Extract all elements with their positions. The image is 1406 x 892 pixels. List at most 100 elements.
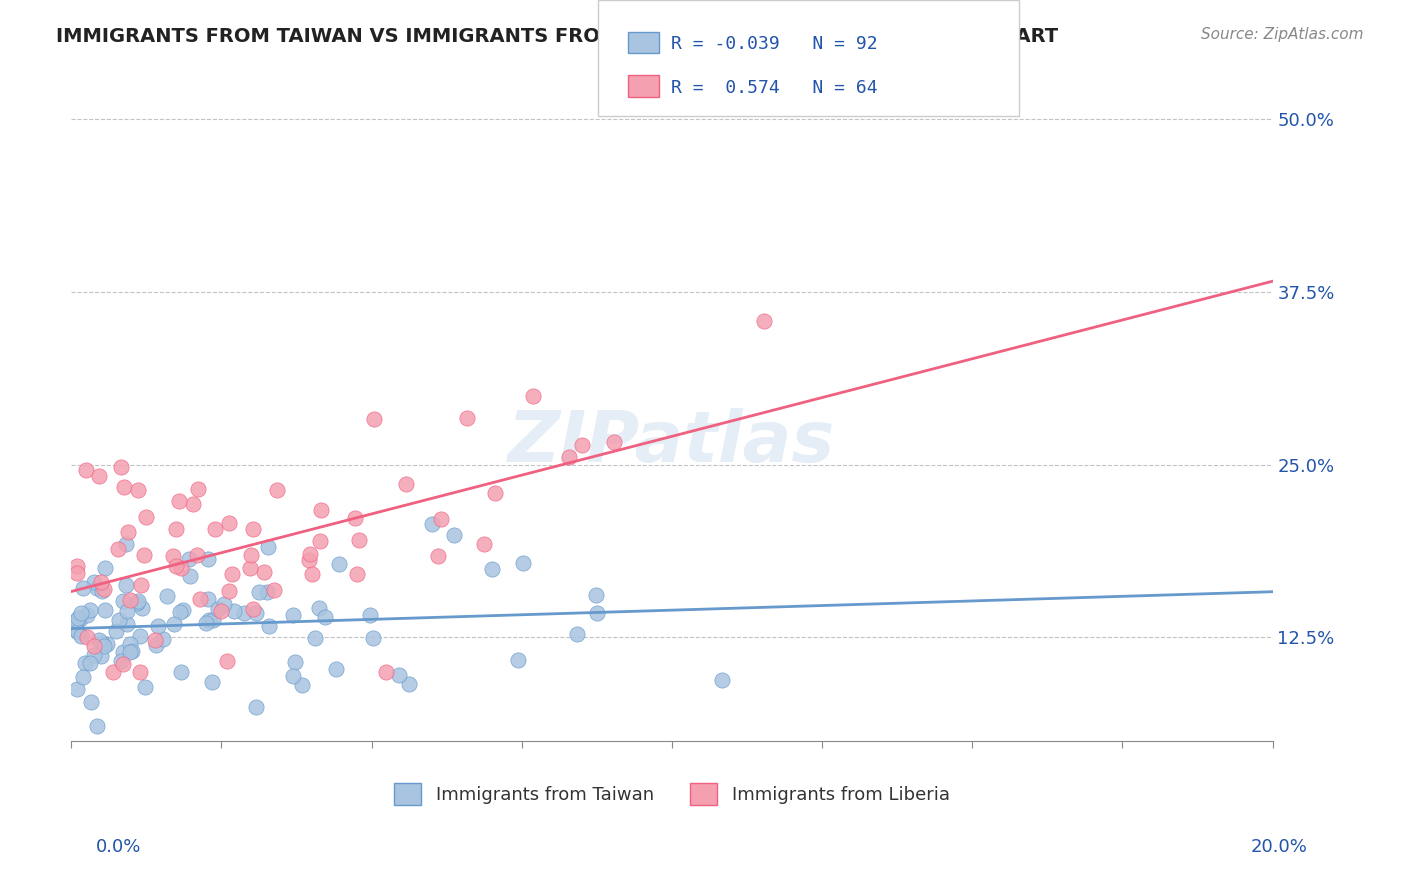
Point (325, 662, 347, 676)
Point (256, 584, 278, 599)
Point (585, 588, 607, 602)
Point (112, 480, 135, 494)
Point (242, 602, 264, 616)
Point (89, 632, 111, 647)
Point (89, 575, 111, 590)
Point (481, 561, 503, 575)
Point (120, 593, 142, 607)
Text: 20.0%: 20.0% (1251, 838, 1308, 855)
Point (70, 629, 93, 643)
Point (129, 578, 152, 592)
Point (131, 600, 153, 615)
Text: Source: ZipAtlas.com: Source: ZipAtlas.com (1201, 27, 1364, 42)
Point (112, 657, 135, 671)
Point (186, 548, 208, 562)
Point (107, 613, 129, 627)
Point (256, 540, 278, 554)
Text: R = -0.039   N = 92: R = -0.039 N = 92 (671, 36, 877, 54)
Point (162, 549, 184, 563)
Point (75, 657, 97, 671)
Point (93, 603, 115, 617)
Point (79, 656, 101, 670)
Point (195, 616, 218, 631)
Text: 0.0%: 0.0% (96, 838, 141, 855)
Point (107, 541, 129, 556)
Point (80, 695, 103, 709)
Point (114, 537, 136, 551)
Point (202, 613, 225, 627)
Point (398, 677, 420, 691)
Point (66, 566, 89, 580)
Point (169, 606, 191, 620)
Point (245, 607, 267, 621)
Point (239, 561, 262, 575)
Point (143, 633, 166, 648)
Point (266, 483, 288, 497)
Point (86, 582, 108, 596)
Point (281, 669, 304, 683)
Point (291, 678, 314, 692)
Point (474, 537, 496, 551)
Point (72, 582, 94, 596)
Legend: Immigrants from Taiwan, Immigrants from Liberia: Immigrants from Taiwan, Immigrants from … (387, 775, 956, 812)
Point (90, 648, 112, 663)
Point (69, 611, 91, 625)
Point (375, 665, 398, 679)
Point (127, 483, 149, 497)
Point (152, 632, 174, 647)
Point (752, 314, 775, 328)
Point (233, 607, 256, 621)
Point (283, 608, 305, 623)
Point (430, 512, 453, 526)
Point (197, 551, 219, 566)
Point (394, 476, 416, 491)
Point (309, 534, 332, 549)
Point (309, 502, 332, 516)
Point (443, 528, 465, 542)
Point (117, 617, 139, 632)
Point (134, 680, 156, 694)
Point (93, 561, 115, 575)
Point (512, 556, 534, 570)
Point (79, 603, 101, 617)
Point (127, 596, 149, 610)
Point (127, 594, 149, 608)
Point (172, 603, 194, 617)
Point (103, 665, 125, 679)
Point (148, 619, 170, 633)
Point (67, 611, 90, 625)
Point (115, 603, 138, 617)
Point (506, 653, 529, 667)
Point (66, 558, 89, 573)
Point (567, 627, 589, 641)
Point (66, 624, 89, 639)
Point (66, 681, 89, 696)
Point (96, 637, 118, 651)
Point (117, 525, 139, 540)
Point (93, 639, 115, 653)
Point (239, 548, 262, 562)
Point (112, 645, 135, 659)
Point (120, 637, 142, 651)
Point (170, 561, 193, 575)
Point (263, 582, 285, 597)
Point (129, 665, 152, 679)
Point (190, 591, 212, 606)
Text: R =  0.574   N = 64: R = 0.574 N = 64 (671, 78, 877, 96)
Point (204, 522, 226, 536)
Point (558, 450, 581, 465)
Point (711, 673, 734, 688)
Point (198, 613, 221, 627)
Point (66, 613, 89, 627)
Point (86, 719, 108, 733)
Point (298, 553, 321, 567)
Point (218, 516, 240, 530)
Point (70, 606, 93, 620)
Point (215, 654, 238, 668)
Point (301, 567, 323, 582)
Point (135, 509, 157, 524)
Point (361, 631, 384, 645)
Point (456, 411, 478, 425)
Point (111, 594, 134, 608)
Text: ZIPatlas: ZIPatlas (508, 408, 835, 477)
